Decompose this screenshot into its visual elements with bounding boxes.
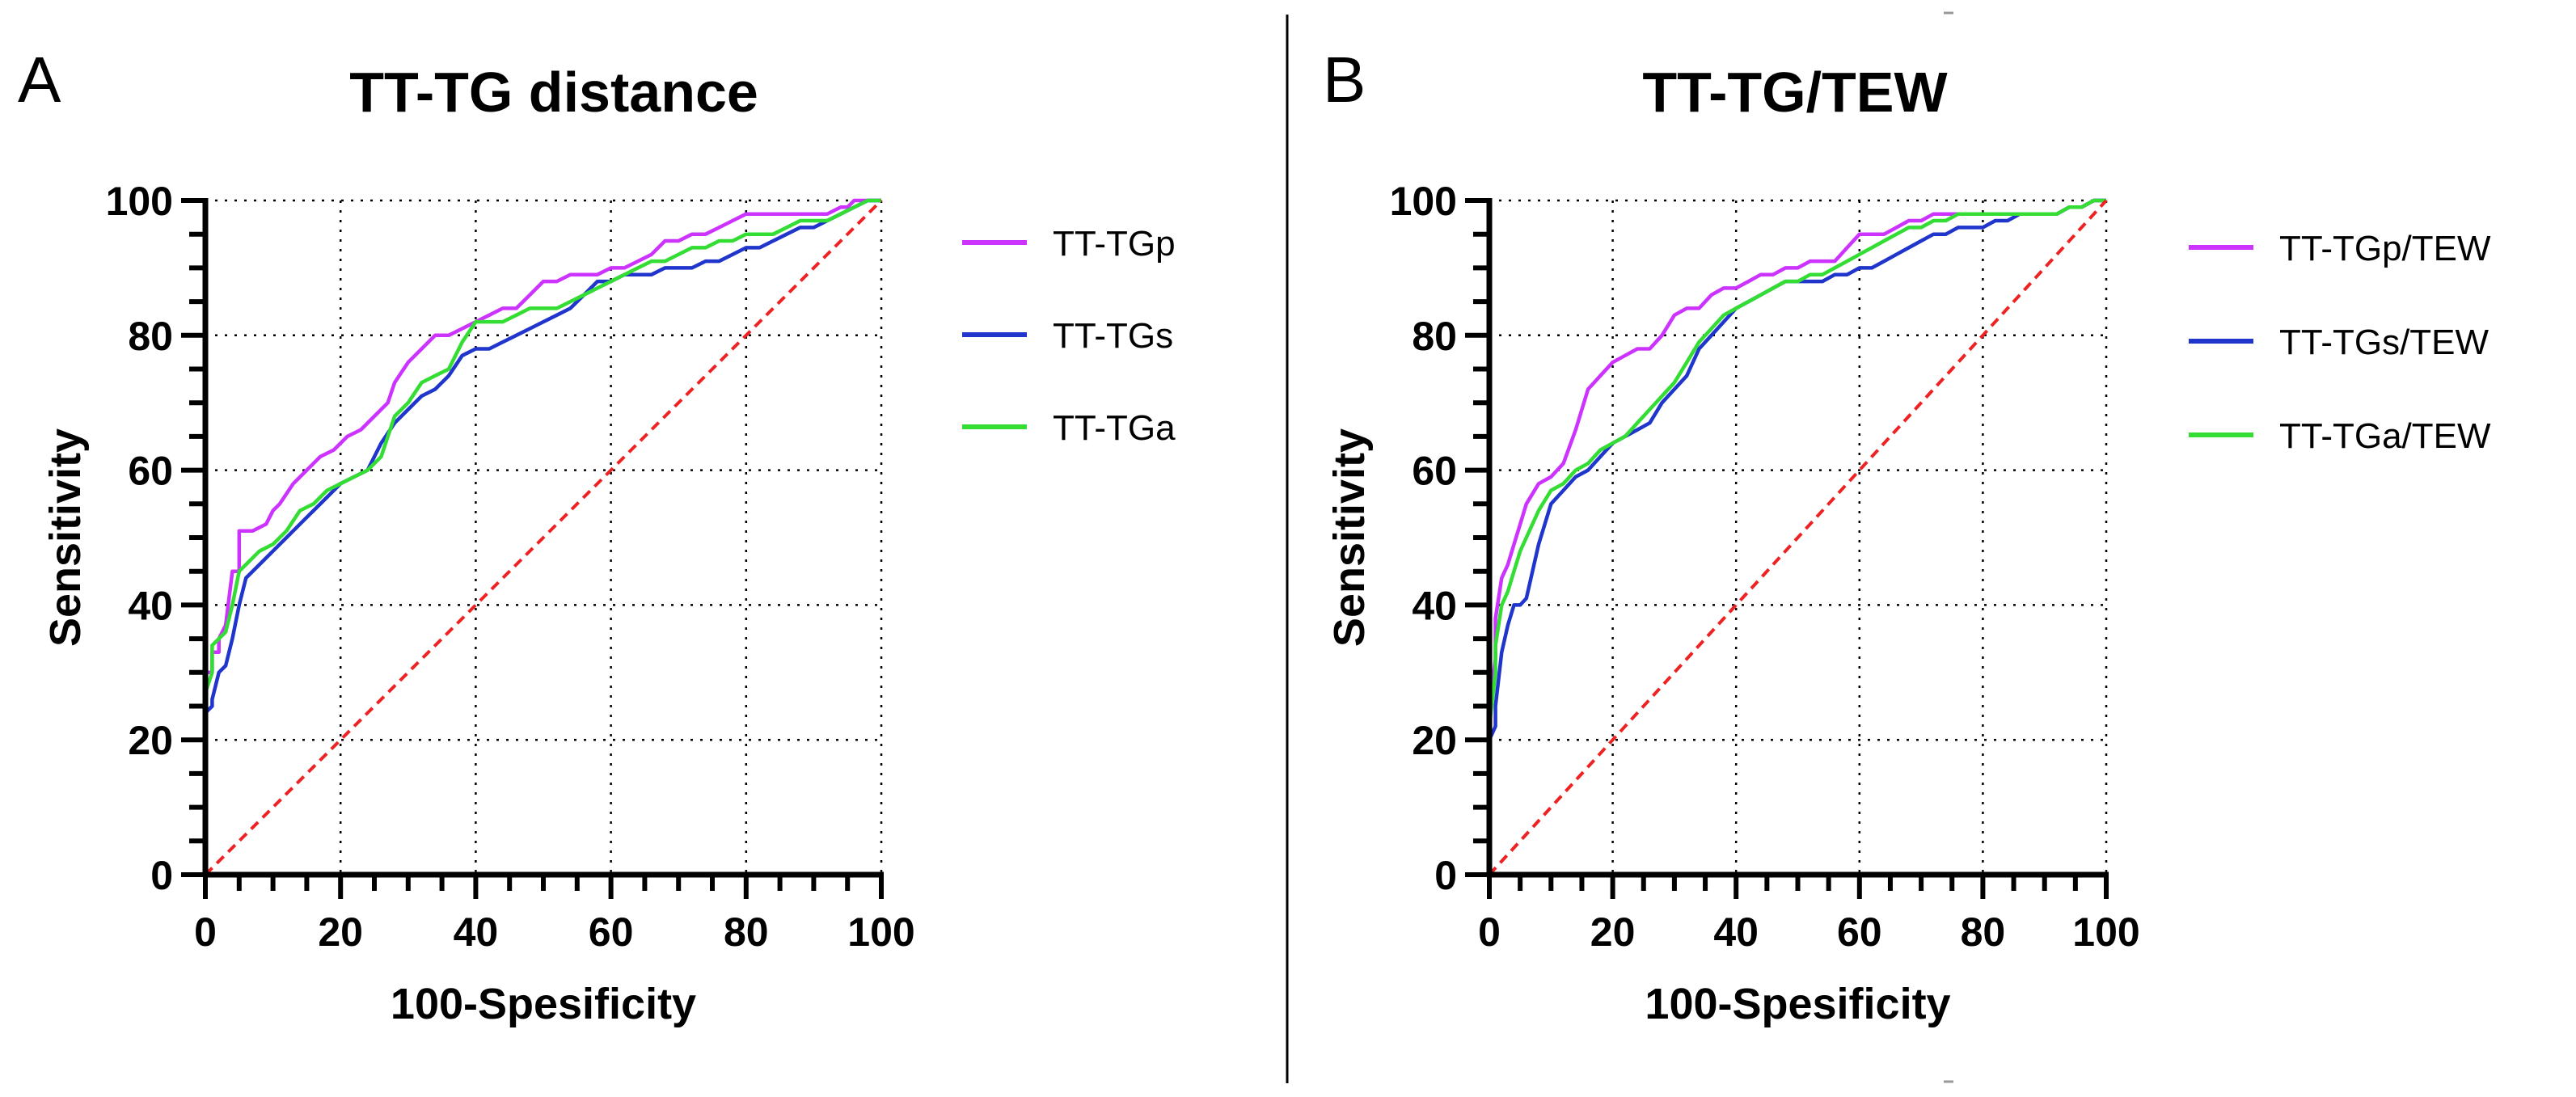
reference-diagonal-line (1488, 199, 2108, 876)
y-tick-labels-a: 0 20 40 60 80 100 (106, 179, 173, 898)
y-tick-label: 80 (128, 314, 173, 359)
y-tick-label: 100 (1390, 179, 1457, 224)
x-tick-label: 60 (589, 909, 634, 955)
y-tick-label: 0 (150, 853, 173, 898)
legend-item: TT-TGp (962, 224, 1176, 264)
y-axis-label-b: Sensitivity (1325, 428, 1374, 647)
legend-item: TT-TGa (962, 408, 1176, 448)
legend-item: TT-TGs/TEW (2189, 323, 2489, 362)
series-layer-a (203, 198, 883, 876)
x-tick-label: 20 (1590, 909, 1636, 955)
panel-label-b: B (1323, 44, 1366, 116)
x-tick-label: 0 (1478, 909, 1501, 955)
x-tick-label: 80 (1961, 909, 2006, 955)
y-tick-labels-b: 0 20 40 60 80 100 (1390, 179, 1457, 898)
y-axis-label-a: Sensitivity (41, 428, 90, 647)
x-tick-label: 40 (454, 909, 499, 955)
legend-label: TT-TGa/TEW (2279, 416, 2491, 456)
legend-label: TT-TGs/TEW (2279, 323, 2489, 362)
x-tick-label: 100 (847, 909, 914, 955)
legend-item: TT-TGa/TEW (2189, 416, 2491, 456)
y-tick-label: 20 (128, 718, 173, 763)
y-tick-label: 40 (1412, 583, 1457, 628)
roc-curve (1487, 198, 2106, 875)
x-tick-labels-b: 0 20 40 60 80 100 (1478, 909, 2140, 955)
legend-label: TT-TGa (1053, 408, 1176, 448)
chart-title-a: TT-TG distance (349, 61, 758, 124)
y-tick-label: 60 (1412, 449, 1457, 494)
x-tick-labels-a: 0 20 40 60 80 100 (194, 909, 915, 955)
chart-title-b: TT-TG/TEW (1642, 61, 1947, 124)
y-tick-label: 80 (1412, 314, 1457, 359)
y-tick-label: 60 (128, 449, 173, 494)
panel-label-a: A (18, 44, 61, 116)
y-tick-label: 20 (1412, 718, 1457, 763)
axes-b (1465, 198, 2109, 899)
legend-label: TT-TGs (1053, 316, 1173, 356)
legend-label: TT-TGp/TEW (2279, 229, 2491, 268)
panel-b: B TT-TG/TEW 0 20 40 60 80 100 0 20 40 60… (1323, 44, 2491, 1028)
roc-curve (203, 198, 881, 875)
x-tick-label: 80 (724, 909, 769, 955)
y-tick-label: 0 (1434, 853, 1457, 898)
legend-b: TT-TGp/TEW TT-TGs/TEW TT-TGa/TEW (2189, 229, 2491, 456)
legend-a: TT-TGp TT-TGs TT-TGa (962, 224, 1176, 448)
legend-label: TT-TGp (1053, 224, 1176, 264)
reference-diagonal-line (204, 199, 883, 876)
roc-curve (203, 198, 881, 875)
panel-a: A TT-TG distance 0 20 40 60 80 100 0 20 … (18, 44, 1176, 1028)
x-axis-label-a: 100-Spesificity (391, 980, 696, 1028)
x-tick-label: 40 (1713, 909, 1759, 955)
grid-a (205, 199, 883, 875)
roc-curve (203, 198, 881, 875)
y-tick-label: 100 (106, 179, 173, 224)
x-tick-label: 20 (318, 909, 363, 955)
axes-a (181, 198, 884, 899)
series-layer-b (1487, 198, 2108, 876)
legend-item: TT-TGp/TEW (2189, 229, 2491, 268)
legend-item: TT-TGs (962, 316, 1173, 356)
x-tick-label: 60 (1837, 909, 1882, 955)
x-tick-label: 0 (194, 909, 217, 955)
y-tick-label: 40 (128, 583, 173, 628)
x-axis-label-b: 100-Spesificity (1645, 980, 1950, 1028)
x-tick-label: 100 (2072, 909, 2139, 955)
